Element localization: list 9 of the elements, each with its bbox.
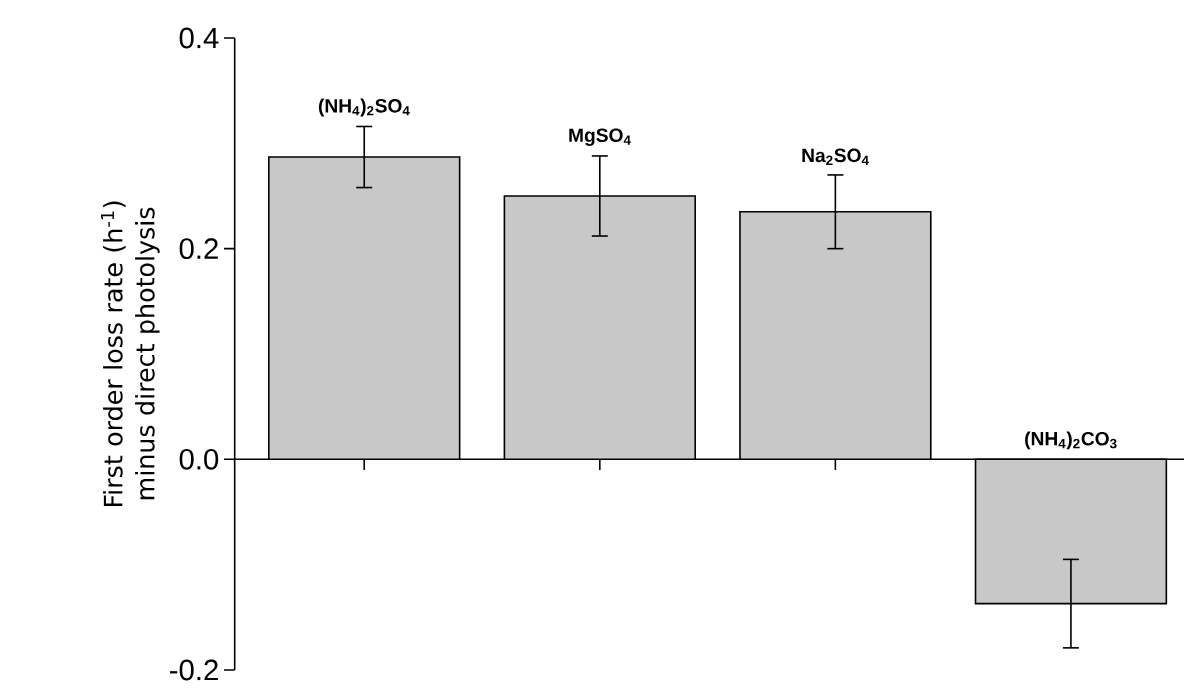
x-tick-label: (NH$_{4}$)$_{2}$CO$_{3}$ <box>1025 431 1117 450</box>
y-axis-title: First order loss rate (h$^{-1}$) minus direct photolysis <box>101 201 160 507</box>
y-tick-label: 0.0 <box>179 448 219 470</box>
y-tick-label: -0.2 <box>170 659 218 681</box>
y-tick-label: 0.2 <box>179 238 218 260</box>
y-tick-label: 0.4 <box>179 27 219 49</box>
x-tick-label: MgSO$_{4}$ <box>569 128 631 146</box>
x-tick-label: (NH$_{4}$)$_{2}$SO$_{4}$ <box>318 98 410 117</box>
x-tick-label: Na$_{2}$SO$_{4}$ <box>802 148 869 165</box>
